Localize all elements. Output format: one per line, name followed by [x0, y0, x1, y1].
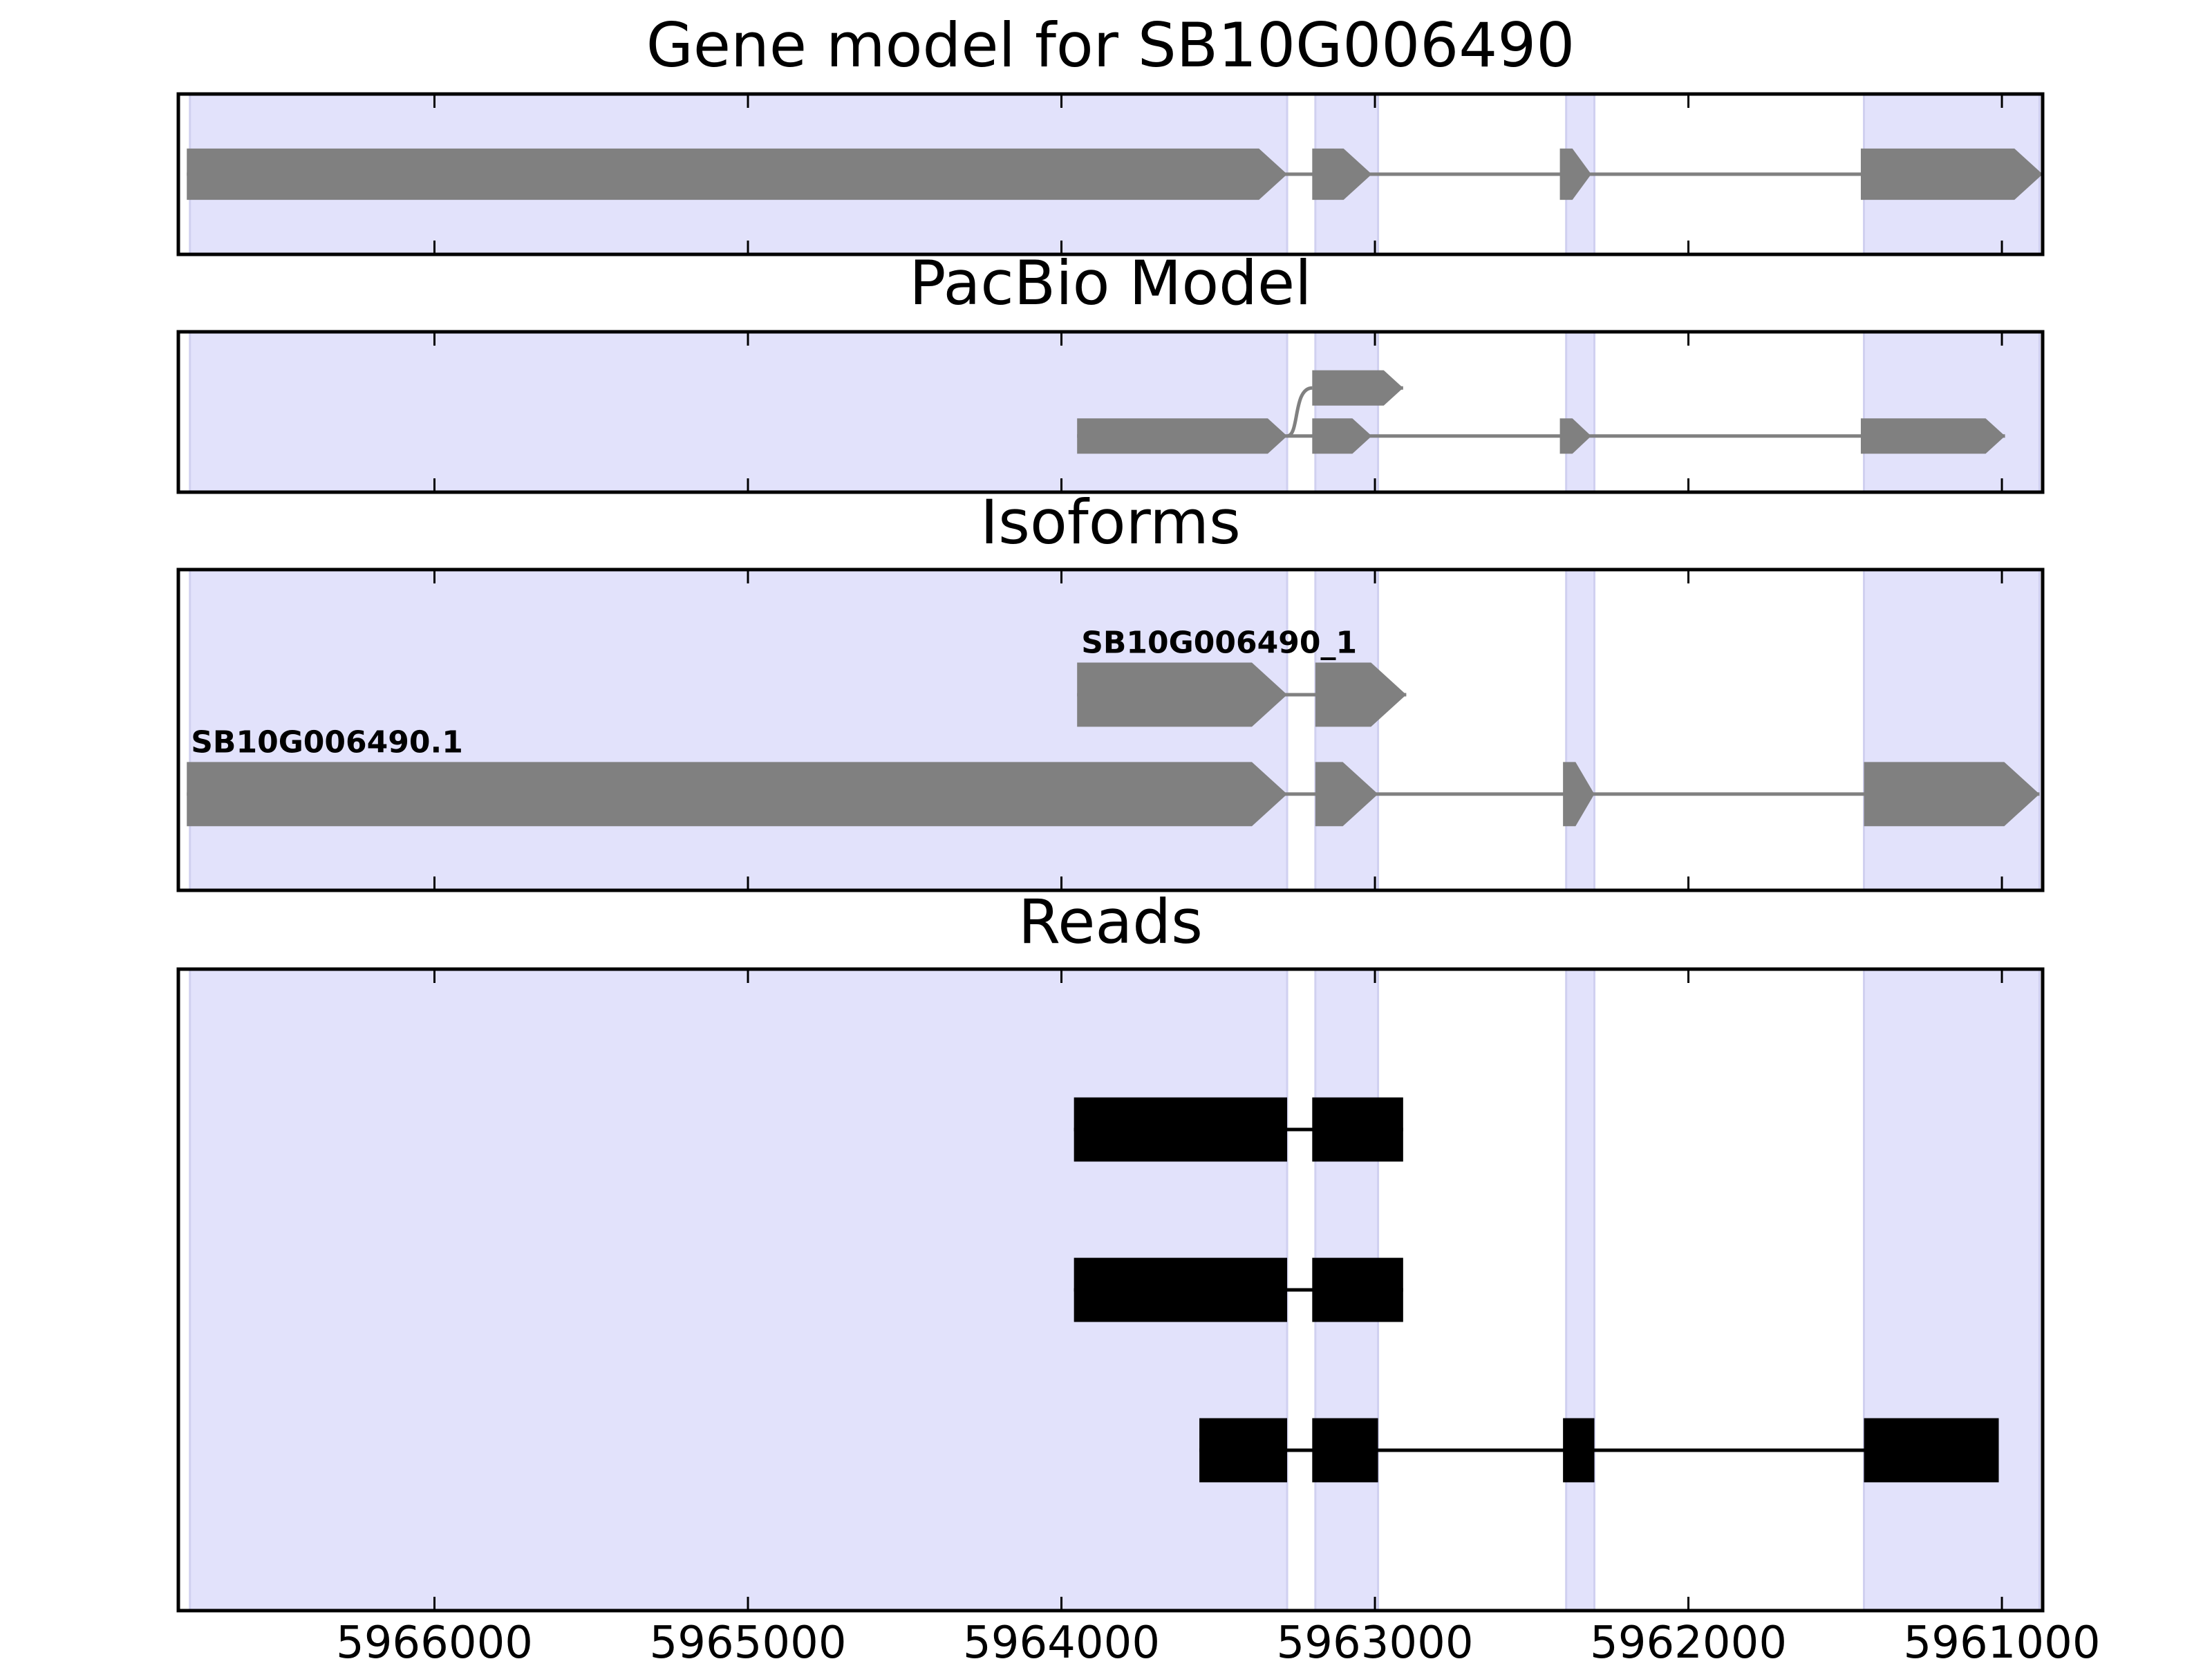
read-block: [1563, 1418, 1595, 1483]
panel-title: PacBio Model: [909, 247, 1311, 319]
exon-arrow: [1563, 762, 1595, 827]
panel-frame: [176, 967, 2045, 1613]
exon-shade-region: [189, 570, 1288, 890]
panel-4: Reads 5966000 5965000 5964000 5963000 5962000…: [176, 886, 2101, 1659]
exon-arrow: [187, 148, 1288, 200]
x-tick-label: 5962000: [1590, 1618, 1787, 1659]
exon-shade-region: [189, 332, 1288, 492]
transcript-2: [1077, 662, 1407, 727]
panel-title: Isoforms: [980, 487, 1241, 558]
read-block: [1074, 1257, 1288, 1322]
exon-arrow: [1312, 148, 1372, 200]
exon-arrow: [1077, 662, 1288, 727]
exon-arrow: [187, 762, 1288, 827]
x-tick-label: 5966000: [336, 1618, 533, 1659]
read-3: [1199, 1418, 1999, 1483]
exon-arrow: [1312, 370, 1403, 406]
panel-1: Gene model for SB10G006490: [176, 10, 2045, 256]
exon-shade-region: [1863, 969, 2041, 1611]
panel-plot-area: [189, 332, 2041, 492]
exon-shade-region: [1314, 570, 1380, 890]
x-tick-label: 5963000: [1277, 1618, 1474, 1659]
exon-arrow: [1860, 418, 2005, 454]
exon-shade-region: [1565, 332, 1595, 492]
panel-frame: [176, 568, 2045, 892]
exon-arrow: [1860, 148, 2043, 200]
read-block: [1199, 1418, 1288, 1483]
exon-shade-region: [1565, 969, 1595, 1611]
exon-shade-region: [1314, 332, 1380, 492]
panel-2: PacBio Model: [176, 247, 2045, 494]
panel-title: Reads: [1018, 886, 1203, 957]
panel-plot-area: [189, 969, 2041, 1611]
transcript-1: [187, 148, 2043, 200]
panel-plot-area: [187, 570, 2041, 890]
x-tick-label: 5961000: [1904, 1618, 2101, 1659]
splice-link: [1286, 386, 1313, 438]
transcript-1: [1077, 418, 2005, 454]
read-block: [1312, 1418, 1378, 1483]
panel-plot-area: [187, 94, 2043, 254]
exon-arrow: [1864, 762, 2040, 827]
panel-frame: [176, 330, 2045, 494]
exon-arrow: [1312, 418, 1372, 454]
read-block: [1312, 1097, 1403, 1162]
exon-shade-region: [1565, 570, 1595, 890]
panel-title: Gene model for SB10G006490: [646, 10, 1575, 81]
isoform-label: SB10G006490.1: [191, 724, 463, 760]
read-block: [1864, 1418, 1999, 1483]
exon-shade-region: [1863, 332, 2041, 492]
read-block: [1312, 1257, 1403, 1322]
isoform-label: SB10G006490_1: [1081, 626, 1357, 661]
exon-arrow: [1315, 662, 1407, 727]
exon-arrow: [1559, 148, 1591, 200]
read-2: [1074, 1257, 1403, 1322]
exon-shade-region: [1863, 570, 2041, 890]
panel-frame: [176, 92, 2045, 256]
transcript-2: [1286, 370, 1403, 438]
x-tick-label: 5965000: [650, 1618, 847, 1659]
panel-3: Isoforms SB10G006490.1 SB10G006490_1: [176, 487, 2045, 892]
transcript-1: [187, 762, 2040, 827]
x-tick-label: 5964000: [963, 1618, 1160, 1659]
exon-arrow: [1315, 762, 1378, 827]
read-block: [1074, 1097, 1288, 1162]
read-1: [1074, 1097, 1403, 1162]
exon-arrow: [1559, 418, 1591, 454]
exon-arrow: [1077, 418, 1288, 454]
